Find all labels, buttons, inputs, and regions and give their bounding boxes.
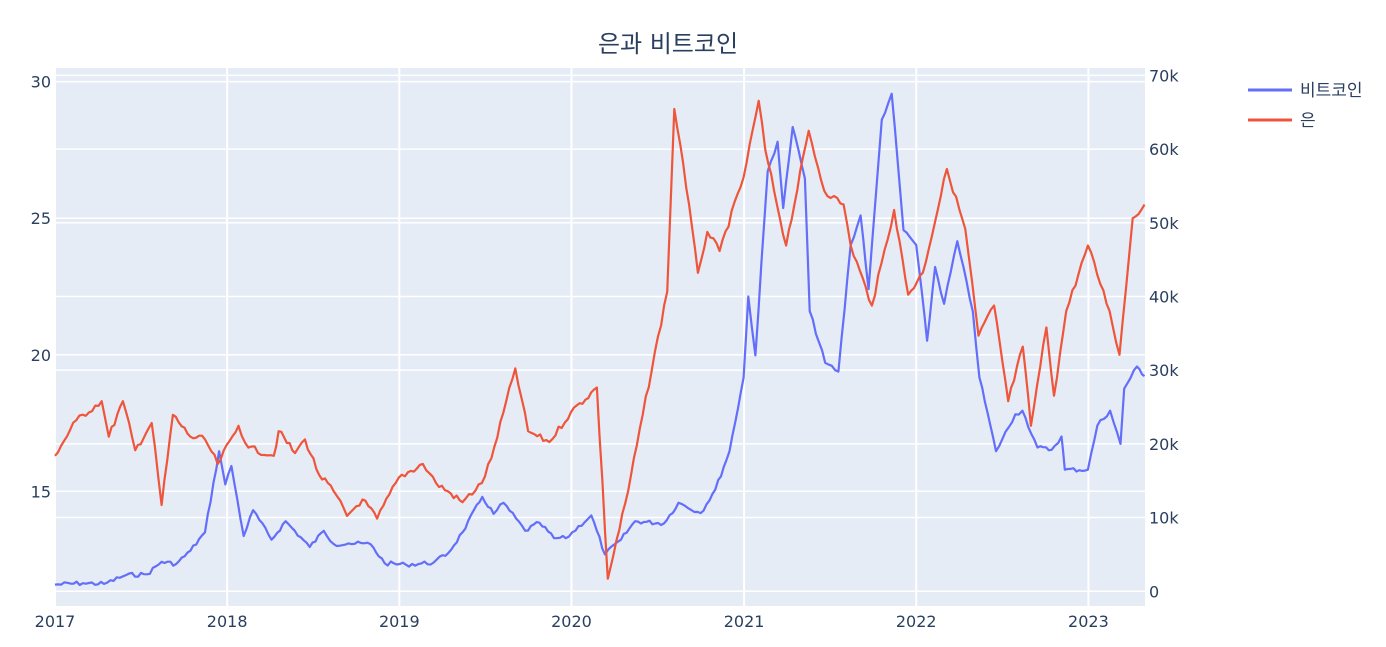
series-line-silver	[54, 99, 1146, 580]
chart-title: 은과 비트코인	[598, 30, 738, 58]
x-tick-label: 2018	[207, 612, 248, 631]
plot-area	[55, 68, 1145, 606]
series-line-bitcoin	[54, 92, 1146, 587]
y-right-tick-label: 20k	[1149, 435, 1179, 454]
tick-labels: 2017 2018 2019 2020 2021 2022 2023 15 20 25 30 0 10k…	[31, 66, 1180, 631]
x-tick-label: 2021	[724, 612, 765, 631]
y-left-tick-label: 25	[31, 209, 51, 228]
y-right-tick-label: 40k	[1149, 287, 1179, 306]
y-right-tick-label: 0	[1149, 582, 1159, 601]
legend-item[interactable]: 은	[1248, 111, 1316, 131]
x-tick-label: 2022	[896, 612, 937, 631]
x-tick-label: 2023	[1068, 612, 1109, 631]
series-layer	[54, 92, 1146, 587]
x-tick-label: 2020	[551, 612, 592, 631]
y-left-tick-label: 15	[31, 482, 51, 501]
y-left-tick-label: 20	[31, 346, 51, 365]
y-right-tick-label: 70k	[1149, 66, 1179, 85]
y-right-tick-label: 10k	[1149, 509, 1179, 528]
x-tick-label: 2017	[35, 612, 76, 631]
y-left-tick-label: 30	[31, 73, 51, 92]
x-tick-label: 2019	[379, 612, 420, 631]
y-right-tick-label: 60k	[1149, 140, 1179, 159]
legend-label: 은	[1300, 111, 1316, 131]
legend-label: 비트코인	[1300, 81, 1363, 101]
legend-item[interactable]: 비트코인	[1248, 81, 1363, 101]
y-right-tick-label: 30k	[1149, 361, 1179, 380]
y-right-tick-label: 50k	[1149, 214, 1179, 233]
